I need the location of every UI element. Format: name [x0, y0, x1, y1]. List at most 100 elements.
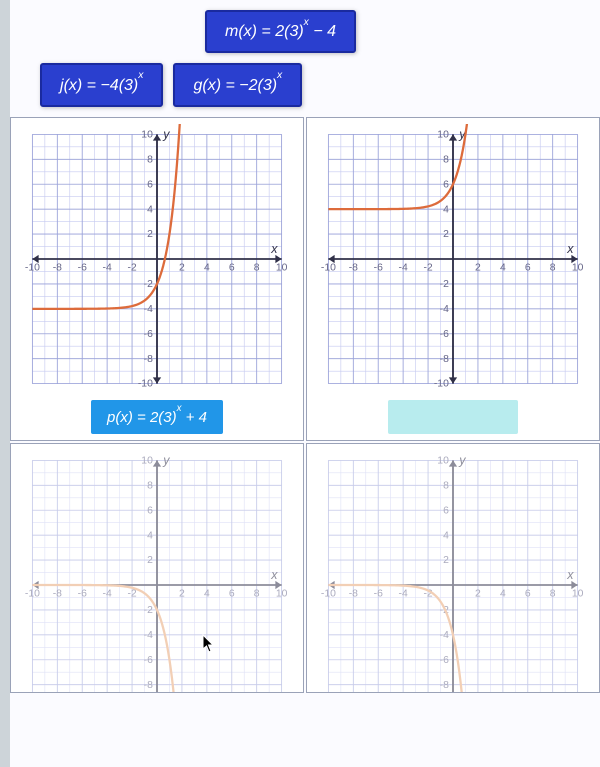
svg-text:6: 6: [147, 505, 153, 516]
svg-text:-2: -2: [144, 605, 153, 616]
svg-text:-8: -8: [349, 262, 358, 273]
svg-text:-6: -6: [374, 588, 383, 599]
svg-text:4: 4: [147, 204, 153, 215]
equation-bank-row-2: j(x) = −4(3)x g(x) = −2(3)x: [10, 63, 600, 106]
equation-card-g[interactable]: g(x) = −2(3)x: [173, 63, 302, 106]
graph-top-left: -10-8-6-4-2246810-10-8-6-4-2246810xy: [22, 124, 292, 394]
svg-text:4: 4: [204, 262, 210, 273]
svg-text:-8: -8: [440, 353, 449, 364]
svg-text:-8: -8: [349, 588, 358, 599]
svg-text:4: 4: [443, 530, 449, 541]
svg-text:6: 6: [229, 262, 235, 273]
svg-text:2: 2: [475, 262, 481, 273]
svg-text:8: 8: [443, 154, 449, 165]
svg-text:4: 4: [204, 588, 210, 599]
svg-text:y: y: [162, 453, 170, 467]
worksheet-page: m(x) = 2(3)x − 4 j(x) = −4(3)x g(x) = −2…: [10, 0, 600, 767]
svg-text:4: 4: [500, 262, 506, 273]
svg-text:-4: -4: [144, 304, 153, 315]
equation-bank-row-1: m(x) = 2(3)x − 4: [10, 10, 600, 53]
svg-text:10: 10: [141, 129, 153, 140]
svg-text:-8: -8: [53, 262, 62, 273]
svg-text:-8: -8: [440, 679, 449, 690]
svg-text:-8: -8: [53, 588, 62, 599]
svg-text:2: 2: [443, 555, 449, 566]
answer-slot-top-left[interactable]: p(x) = 2(3)x + 4: [91, 400, 223, 434]
svg-text:6: 6: [443, 505, 449, 516]
svg-text:x: x: [270, 241, 278, 255]
svg-text:8: 8: [550, 262, 556, 273]
graph-cell-top-left: -10-8-6-4-2246810-10-8-6-4-2246810xy p(x…: [10, 117, 304, 441]
graph-cell-bottom-left: -10-8-6-4-2246810-10-8-6-4-2246810xy: [10, 443, 304, 693]
svg-text:-4: -4: [440, 630, 449, 641]
svg-text:8: 8: [550, 588, 556, 599]
svg-text:-6: -6: [144, 655, 153, 666]
svg-text:-2: -2: [127, 262, 136, 273]
svg-text:2: 2: [475, 588, 481, 599]
svg-text:-2: -2: [144, 279, 153, 290]
svg-text:-10: -10: [321, 262, 336, 273]
svg-text:10: 10: [572, 262, 584, 273]
svg-text:-8: -8: [144, 353, 153, 364]
svg-text:x: x: [566, 241, 574, 255]
svg-text:4: 4: [443, 204, 449, 215]
svg-text:-4: -4: [103, 262, 112, 273]
svg-text:10: 10: [572, 588, 584, 599]
svg-text:-6: -6: [440, 329, 449, 340]
svg-text:2: 2: [147, 229, 153, 240]
equation-text: j(x) = −4(3)x: [60, 77, 143, 94]
svg-text:-2: -2: [127, 588, 136, 599]
svg-text:6: 6: [229, 588, 235, 599]
svg-text:4: 4: [500, 588, 506, 599]
graph-grid: -10 -8 -6 -4 -2 2 4 6 8 10 -10 -8 -6 -4 -2 2 4 6 8 10 x y p(x…: [10, 117, 600, 693]
graph-cell-top-right: -10-8-6-4-2246810-10-8-6-4-2246810xy: [306, 117, 600, 441]
graph-top-right: -10-8-6-4-2246810-10-8-6-4-2246810xy: [318, 124, 588, 394]
graph-cell-bottom-right: -10-8-6-4-2246810-10-8-6-4-2246810xy: [306, 443, 600, 693]
svg-text:2: 2: [179, 588, 185, 599]
svg-text:-10: -10: [25, 262, 40, 273]
svg-text:-10: -10: [25, 588, 40, 599]
svg-text:-2: -2: [423, 262, 432, 273]
svg-text:10: 10: [276, 262, 288, 273]
svg-text:x: x: [270, 567, 278, 581]
svg-text:-4: -4: [144, 630, 153, 641]
svg-text:y: y: [162, 127, 170, 141]
svg-text:-6: -6: [374, 262, 383, 273]
svg-text:-6: -6: [78, 588, 87, 599]
svg-text:8: 8: [147, 480, 153, 491]
svg-text:8: 8: [443, 480, 449, 491]
equation-card-j[interactable]: j(x) = −4(3)x: [40, 63, 163, 106]
equation-text: g(x) = −2(3)x: [193, 77, 282, 94]
svg-text:-4: -4: [399, 262, 408, 273]
svg-text:6: 6: [147, 179, 153, 190]
svg-text:-4: -4: [103, 588, 112, 599]
equation-text: m(x) = 2(3)x − 4: [225, 23, 336, 40]
svg-text:8: 8: [147, 154, 153, 165]
svg-text:-4: -4: [440, 304, 449, 315]
svg-text:-10: -10: [321, 588, 336, 599]
svg-text:6: 6: [525, 588, 531, 599]
svg-text:6: 6: [525, 262, 531, 273]
svg-text:2: 2: [443, 229, 449, 240]
svg-text:2: 2: [147, 555, 153, 566]
svg-text:8: 8: [254, 262, 260, 273]
answer-text: p(x) = 2(3)x + 4: [107, 409, 207, 426]
graph-bottom-left: -10-8-6-4-2246810-10-8-6-4-2246810xy: [22, 450, 292, 693]
svg-text:-10: -10: [434, 378, 449, 389]
svg-text:-2: -2: [440, 279, 449, 290]
svg-text:-4: -4: [399, 588, 408, 599]
svg-text:-6: -6: [144, 329, 153, 340]
svg-text:6: 6: [443, 179, 449, 190]
svg-text:x: x: [566, 567, 574, 581]
svg-text:y: y: [458, 453, 466, 467]
equation-card-m[interactable]: m(x) = 2(3)x − 4: [205, 10, 356, 53]
svg-text:-10: -10: [138, 378, 153, 389]
svg-text:10: 10: [437, 129, 449, 140]
svg-text:-6: -6: [440, 655, 449, 666]
graph-bottom-right: -10-8-6-4-2246810-10-8-6-4-2246810xy: [318, 450, 588, 693]
svg-text:10: 10: [141, 455, 153, 466]
answer-slot-top-right[interactable]: [388, 400, 518, 434]
svg-text:10: 10: [276, 588, 288, 599]
svg-text:-8: -8: [144, 679, 153, 690]
svg-text:-6: -6: [78, 262, 87, 273]
